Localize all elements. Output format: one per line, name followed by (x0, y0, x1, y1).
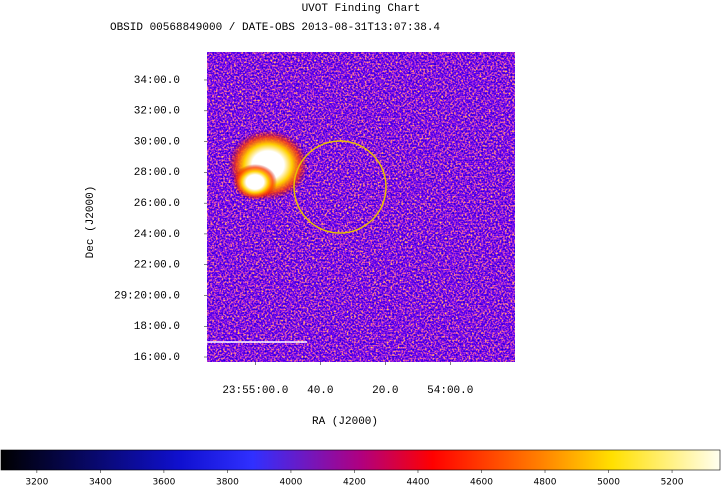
colorbar-tick-label: 4400 (407, 478, 430, 488)
y-tick-label: 26:00.0 (134, 198, 180, 210)
y-axis-label: Dec (J2000) (85, 186, 97, 259)
colorbar (0, 449, 721, 471)
colorbar-tick-label: 4800 (534, 478, 557, 488)
chart-title: UVOT Finding Chart (302, 3, 421, 15)
x-tick-label: 40.0 (307, 385, 333, 397)
x-tick-label: 54:00.0 (427, 385, 473, 397)
x-tick-label: 20.0 (372, 385, 398, 397)
y-tick-label: 29:20:00.0 (114, 290, 180, 302)
colorbar-tick-label: 5000 (597, 478, 620, 488)
colorbar-tick-label: 4000 (279, 478, 302, 488)
sky-image (207, 52, 515, 362)
colorbar-tick-label: 4200 (343, 478, 366, 488)
y-tick-label: 34:00.0 (134, 75, 180, 87)
x-tick-label: 23:55:00.0 (222, 385, 288, 397)
colorbar-tick-label: 3200 (25, 478, 48, 488)
y-tick-label: 24:00.0 (134, 229, 180, 241)
colorbar-tick-label: 3800 (216, 478, 239, 488)
chart-subtitle: OBSID 00568849000 / DATE-OBS 2013-08-31T… (110, 22, 440, 34)
y-tick-label: 18:00.0 (134, 321, 180, 333)
colorbar-tick-label: 4600 (470, 478, 493, 488)
y-tick-label: 16:00.0 (134, 352, 180, 364)
colorbar-tick-label: 3600 (152, 478, 175, 488)
colorbar-tick-label: 3400 (89, 478, 112, 488)
source-circle (293, 140, 387, 234)
y-tick-label: 22:00.0 (134, 260, 180, 272)
colorbar-tick-label: 5200 (661, 478, 684, 488)
y-tick-label: 30:00.0 (134, 136, 180, 148)
y-tick-label: 32:00.0 (134, 106, 180, 118)
x-axis-label: RA (J2000) (312, 416, 378, 428)
y-tick-label: 28:00.0 (134, 167, 180, 179)
